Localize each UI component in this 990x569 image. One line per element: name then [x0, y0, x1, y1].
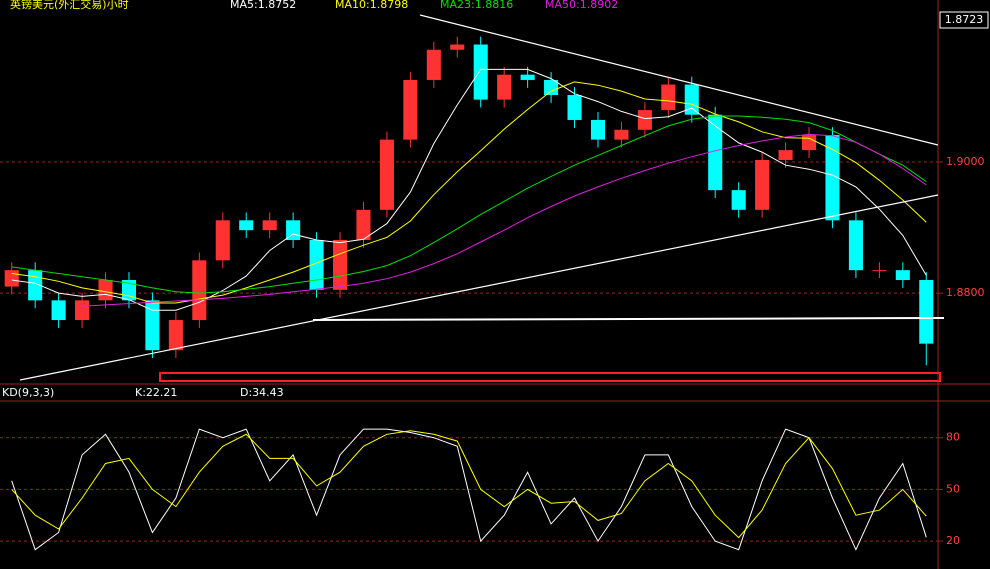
support-line — [312, 317, 945, 321]
candle-body — [98, 280, 113, 301]
legend-entry: MA23:1.8816 — [440, 0, 513, 11]
candle-body — [192, 260, 207, 321]
trend-line — [419, 14, 939, 146]
candle-body — [75, 300, 90, 321]
last-price-label: 1.8723 — [945, 13, 984, 26]
indicator-line — [11, 68, 927, 311]
indicator-line — [11, 428, 927, 551]
indicator-line — [11, 115, 927, 294]
candle-body — [825, 135, 840, 221]
y-tick-label: 50 — [946, 482, 960, 495]
legend-entry: MA50:1.8902 — [545, 0, 618, 11]
candle-body — [145, 300, 160, 351]
candle-body — [590, 119, 606, 140]
candle-body — [661, 84, 676, 111]
candle-body — [567, 95, 582, 120]
candle-body — [51, 300, 66, 321]
candle-body — [168, 320, 183, 351]
candle-body — [801, 135, 817, 151]
candle-body — [778, 150, 793, 160]
y-tick-label: 80 — [946, 431, 960, 444]
candle-body — [755, 159, 770, 210]
kd-title: KD(9,3,3) — [2, 386, 54, 399]
candle-body — [544, 79, 559, 96]
candle-body — [919, 280, 934, 344]
candle-body — [872, 270, 887, 272]
candle-body — [497, 74, 512, 100]
candle-body — [4, 270, 19, 287]
legend-entry: K:22.21 — [135, 386, 177, 399]
candle-body — [450, 44, 465, 50]
candle-body — [637, 110, 652, 130]
legend-entry: MA10:1.8798 — [335, 0, 408, 11]
candle-body — [684, 84, 699, 115]
candle-body — [426, 49, 441, 80]
highlight-box — [159, 372, 941, 382]
candle-body — [614, 129, 629, 140]
last-price-box — [939, 11, 989, 29]
y-tick-label: 1.8800 — [946, 286, 985, 299]
candle-body — [708, 114, 723, 191]
candle-body — [356, 209, 371, 240]
candle-body — [309, 239, 324, 290]
candle-body — [520, 74, 535, 80]
chart-title: 英镑美元(外汇交易)小时 — [10, 0, 129, 11]
legend-entry: MA5:1.8752 — [230, 0, 296, 11]
candle-body — [403, 79, 418, 140]
plot-layer: 1.8800 1.9000 MA5:1.8752 MA10:1.8798 MA23:1.… — [0, 0, 985, 551]
candle-body — [239, 220, 254, 231]
candle-body — [473, 44, 488, 100]
candle-body — [332, 239, 348, 290]
indicator-line — [11, 81, 927, 304]
y-tick-label: 1.9000 — [946, 155, 985, 168]
y-tick-label: 20 — [946, 534, 960, 547]
indicator-line — [11, 430, 927, 539]
indicator-line — [82, 133, 927, 307]
candle-body — [262, 220, 277, 231]
candle-body — [379, 139, 394, 210]
candle-body — [731, 190, 746, 210]
candle-body — [215, 220, 230, 261]
trend-line — [19, 194, 939, 381]
candle-body — [848, 220, 863, 271]
legend-entry: D:34.43 — [240, 386, 284, 399]
candle-body — [895, 270, 910, 281]
